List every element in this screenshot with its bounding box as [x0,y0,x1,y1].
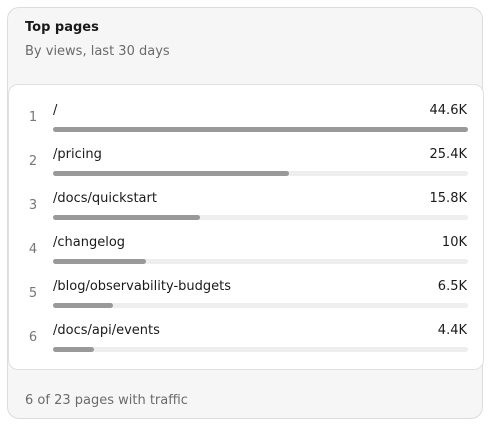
page-path: /docs/quickstart [53,191,157,206]
page-path: /pricing [53,147,102,162]
views-bar [53,303,114,308]
card-title: Top pages [25,20,99,35]
views-bar [53,347,94,352]
views-bar [53,171,290,176]
page-path: /blog/observability-budgets [53,279,232,294]
page-path: / [53,103,58,118]
bar-track [53,215,468,220]
card-subtitle: By views, last 30 days [25,44,170,59]
page-views: 44.6K [429,103,467,118]
page-path: /docs/api/events [53,323,160,338]
row-rank: 3 [28,198,38,213]
page-views: 6.5K [437,279,467,294]
row-rank: 6 [28,330,38,345]
row-rank: 1 [28,110,38,125]
top-pages-card: Top pages By views, last 30 days 1 / 44.6K… [7,7,484,419]
bar-track [53,127,468,132]
bar-track [53,259,468,264]
page-views: 10K [441,235,467,250]
page-path: /changelog [53,235,126,250]
pages-list: 1 / 44.6K 2/pricing 25.4K 3/docs/quickstart 15… [8,84,484,370]
page-views: 15.8K [429,191,467,206]
views-bar [53,127,468,132]
bar-track [53,303,468,308]
views-bar [53,259,147,264]
card-footer: 6 of 23 pages with traffic [25,393,188,408]
row-rank: 4 [28,242,38,257]
bar-track [53,171,468,176]
row-rank: 5 [28,286,38,301]
bar-track [53,347,468,352]
views-bar [53,215,201,220]
page-views: 25.4K [429,147,467,162]
row-rank: 2 [28,154,38,169]
page-views: 4.4K [437,323,467,338]
